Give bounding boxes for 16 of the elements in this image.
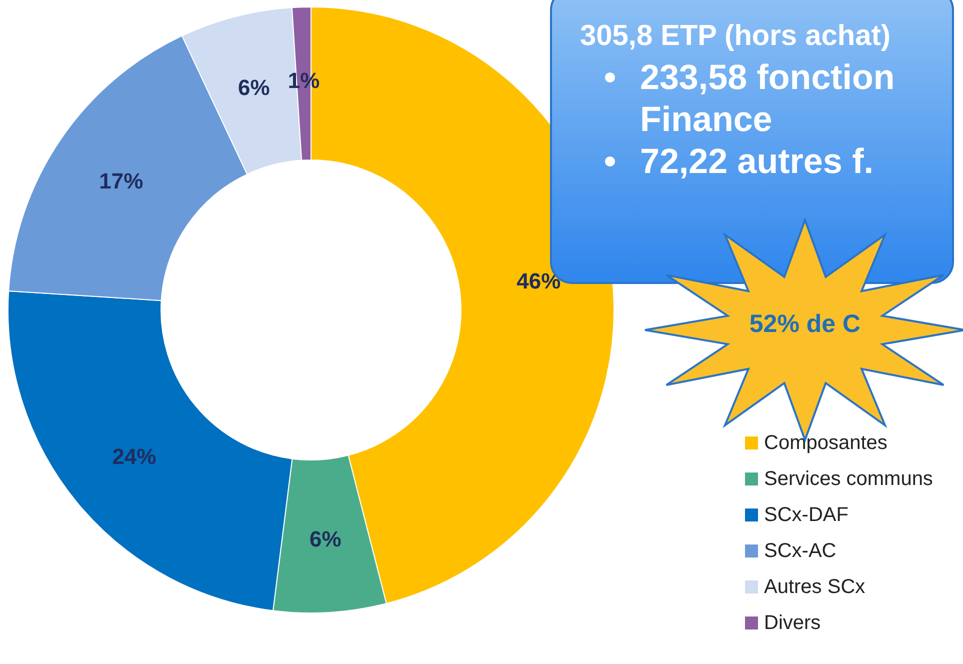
data-label: 1%: [288, 68, 320, 94]
data-label: 6%: [310, 526, 342, 552]
legend-label: SCx-DAF: [764, 504, 848, 526]
legend-label: Services communs: [764, 468, 933, 490]
legend-label: Autres SCx: [764, 576, 866, 598]
text: • 72,22 autres f.: [602, 141, 874, 183]
data-label: 6%: [238, 75, 270, 100]
legend-label: SCx-AC: [764, 540, 836, 562]
legend-label: Divers: [764, 612, 821, 634]
text: • 233,58 fonction Finance: [602, 57, 896, 141]
data-label: 24%: [112, 444, 156, 469]
text: 52% de C: [748, 310, 862, 339]
text: 305,8 ETP (hors achat): [580, 20, 892, 53]
data-label: 17%: [99, 168, 144, 194]
legend-label: Composantes: [764, 432, 888, 454]
data-label: 46%: [516, 268, 561, 294]
